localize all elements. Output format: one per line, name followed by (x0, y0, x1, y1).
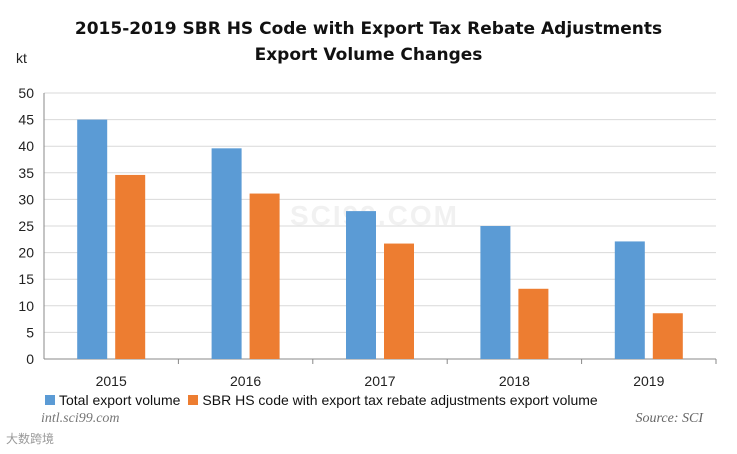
bar-sbr-2018 (518, 288, 549, 359)
x-tick-label: 2017 (364, 373, 395, 389)
chart-title: 2015-2019 SBR HS Code with Export Tax Re… (0, 16, 737, 68)
y-tick-label: 0 (26, 351, 34, 367)
y-tick-label: 5 (26, 324, 34, 340)
y-tick-label: 45 (18, 112, 34, 128)
legend-label-sbr: SBR HS code with export tax rebate adjus… (202, 392, 598, 408)
bar-total-2018 (480, 226, 511, 359)
bar-sbr-2015 (115, 174, 146, 359)
y-tick-label: 35 (18, 165, 34, 181)
legend-item-sbr: SBR HS code with export tax rebate adjus… (188, 392, 598, 408)
legend-swatch-sbr (188, 395, 199, 405)
y-tick-label: 50 (18, 85, 34, 101)
source-note: Source: SCI (635, 411, 703, 426)
legend-item-total: Total export volume (45, 392, 180, 408)
bar-total-2017 (346, 211, 376, 359)
bar-total-2016 (211, 148, 242, 359)
corner-mark: 大数跨境 (6, 432, 55, 446)
y-tick-label: 40 (18, 138, 34, 154)
bar-sbr-2017 (384, 243, 414, 359)
bar-sbr-2019 (652, 313, 683, 359)
x-tick-label: 2019 (633, 373, 664, 389)
x-tick-label: 2015 (96, 373, 127, 389)
y-tick-label: 15 (18, 271, 34, 287)
chart-title-line1: 2015-2019 SBR HS Code with Export Tax Re… (74, 19, 663, 39)
legend-label-total: Total export volume (59, 392, 181, 408)
x-tick-label: 2016 (230, 373, 261, 389)
bar-total-2019 (614, 241, 645, 359)
x-tick-label: 2018 (499, 373, 530, 389)
y-tick-label: 10 (18, 298, 34, 314)
y-tick-label: 25 (18, 218, 34, 234)
bar-total-2015 (77, 119, 108, 359)
legend: Total export volume SBR HS code with exp… (45, 392, 606, 408)
bar-sbr-2016 (249, 193, 280, 359)
y-tick-label: 20 (18, 245, 34, 261)
legend-swatch-total (45, 395, 55, 405)
y-tick-label: 30 (18, 191, 34, 207)
site-url: intl.sci99.com (41, 411, 120, 426)
y-axis-unit: kt (16, 50, 27, 66)
chart-title-line2: Export Volume Changes (254, 45, 483, 65)
